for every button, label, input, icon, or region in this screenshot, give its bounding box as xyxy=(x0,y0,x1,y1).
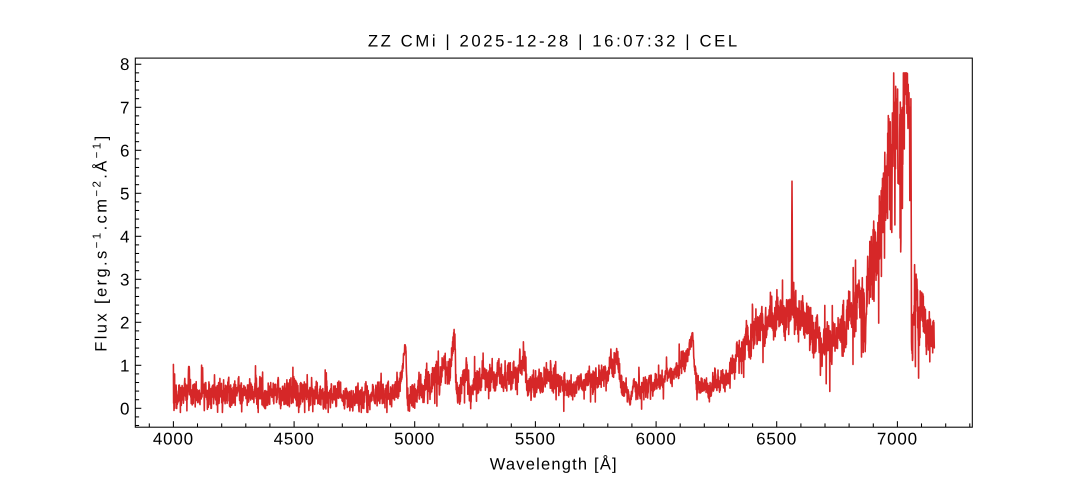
svg-text:6: 6 xyxy=(120,141,129,160)
svg-text:4000: 4000 xyxy=(153,430,194,449)
svg-text:3: 3 xyxy=(120,270,129,289)
svg-text:6000: 6000 xyxy=(636,430,677,449)
svg-text:5500: 5500 xyxy=(515,430,556,449)
svg-text:4500: 4500 xyxy=(274,430,315,449)
svg-text:6500: 6500 xyxy=(756,430,797,449)
svg-text:7000: 7000 xyxy=(877,430,918,449)
svg-text:1: 1 xyxy=(120,356,129,375)
svg-text:0: 0 xyxy=(120,399,129,418)
svg-text:ZZ CMi | 2025-12-28 | 16:07:32: ZZ CMi | 2025-12-28 | 16:07:32 | CEL xyxy=(368,31,740,50)
svg-text:Wavelength [Å]: Wavelength [Å] xyxy=(490,455,618,474)
svg-text:5000: 5000 xyxy=(394,430,435,449)
svg-text:8: 8 xyxy=(120,55,129,74)
svg-text:7: 7 xyxy=(120,98,129,117)
svg-text:2: 2 xyxy=(120,313,129,332)
svg-text:4: 4 xyxy=(120,227,129,246)
svg-text:5: 5 xyxy=(120,184,129,203)
